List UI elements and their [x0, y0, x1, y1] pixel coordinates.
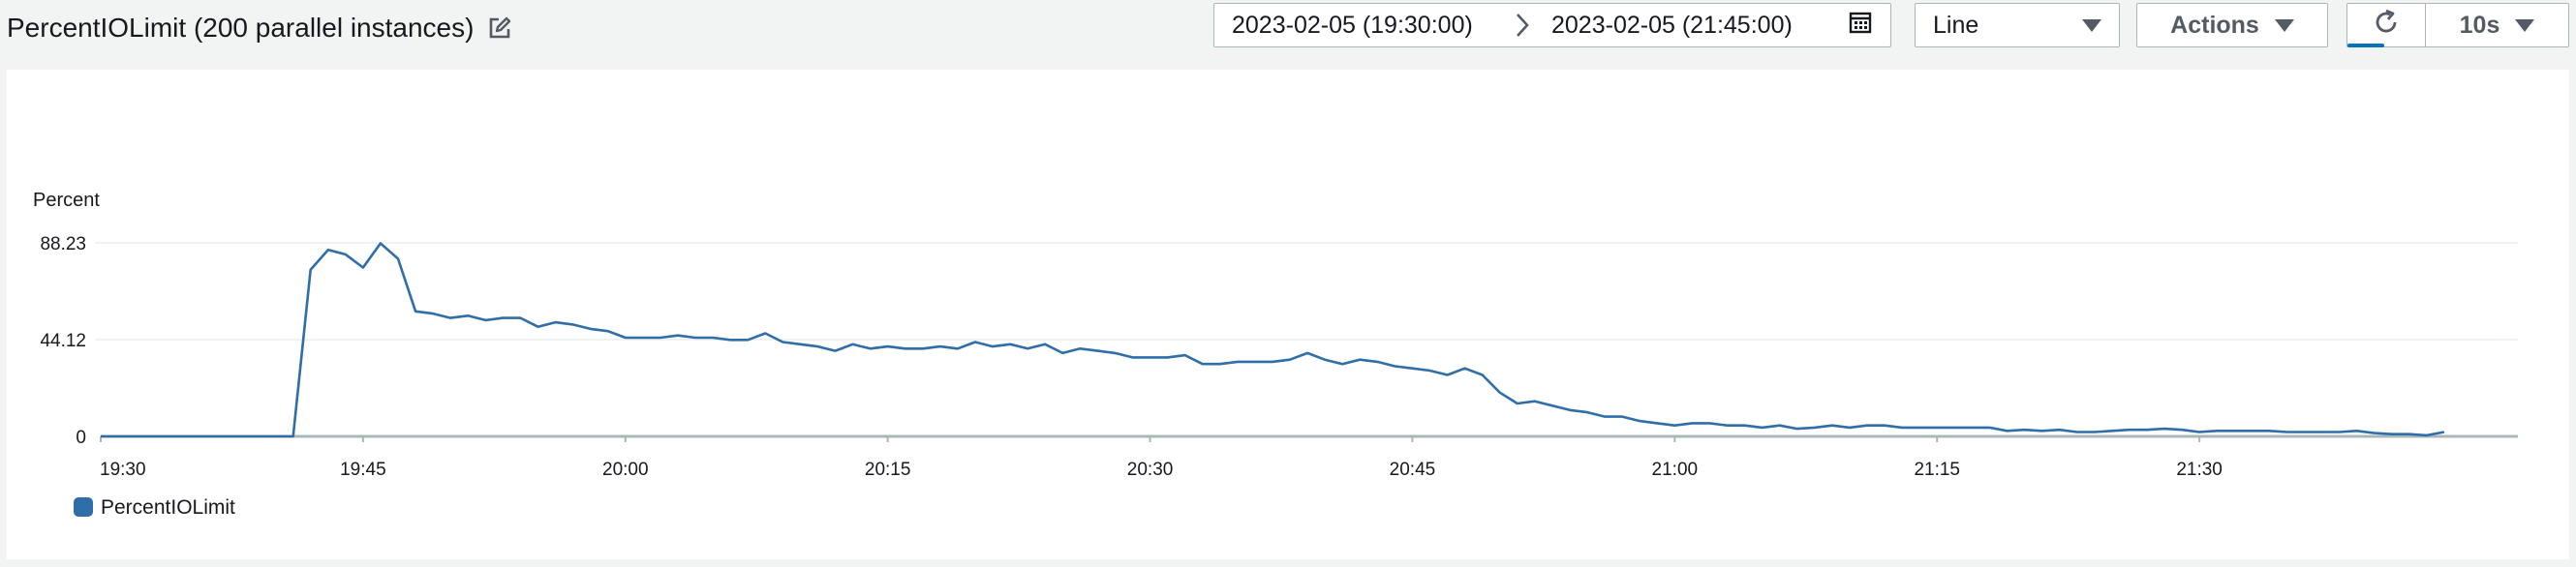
legend-swatch	[74, 497, 93, 517]
refresh-interval-select[interactable]: 10s	[2425, 3, 2569, 47]
date-end[interactable]: 2023-02-05 (21:45:00)	[1551, 11, 1793, 39]
chart-type-value: Line	[1933, 11, 1979, 39]
caret-down-icon	[2274, 18, 2294, 32]
caret-down-icon	[2082, 18, 2101, 32]
page-title: PercentIOLimit (200 parallel instances)	[7, 13, 475, 43]
x-tick-label: 20:45	[1390, 460, 1436, 480]
x-tick-label: 19:45	[340, 460, 386, 480]
y-tick-label: 88.23	[40, 234, 86, 254]
refresh-button[interactable]	[2346, 3, 2426, 47]
chart-type-select[interactable]: Line	[1915, 3, 2120, 47]
y-axis-title: Percent	[33, 190, 100, 211]
x-tick-label: 20:30	[1127, 460, 1174, 480]
series-line-PercentIOLimit	[101, 242, 2445, 438]
calendar-icon[interactable]	[1848, 10, 1873, 42]
x-tick-label: 19:30	[100, 460, 146, 480]
caret-down-icon	[2515, 18, 2535, 32]
edit-icon[interactable]	[487, 15, 512, 41]
y-tick-label: 44.12	[40, 331, 86, 351]
date-range-picker[interactable]: 2023-02-05 (19:30:00) 2023-02-05 (21:45:…	[1213, 3, 1891, 47]
metric-title-bar: PercentIOLimit (200 parallel instances)	[7, 12, 512, 45]
refresh-progress-indicator	[2347, 44, 2384, 47]
legend-label: PercentIOLimit	[101, 496, 235, 519]
chart-panel: 0 44.12 88.23 Percent 19:30 19:45 20:00 20:15 20…	[7, 70, 2569, 559]
x-tick-label: 21:15	[1914, 460, 1960, 480]
x-tick-label: 21:00	[1652, 460, 1699, 480]
x-tick-label: 21:30	[2176, 460, 2223, 480]
date-start[interactable]: 2023-02-05 (19:30:00)	[1232, 11, 1473, 39]
x-tick-label: 20:00	[602, 460, 649, 480]
interval-label: 10s	[2459, 11, 2500, 39]
actions-label: Actions	[2170, 11, 2259, 39]
line-chart: 0 44.12 88.23 Percent 19:30 19:45 20:00 20:15 20…	[33, 190, 2518, 519]
actions-button[interactable]: Actions	[2136, 3, 2328, 47]
x-tick-label: 20:15	[865, 460, 911, 480]
y-tick-label: 0	[76, 428, 86, 448]
chevron-right-icon	[1493, 12, 1551, 39]
refresh-icon	[2372, 8, 2401, 44]
